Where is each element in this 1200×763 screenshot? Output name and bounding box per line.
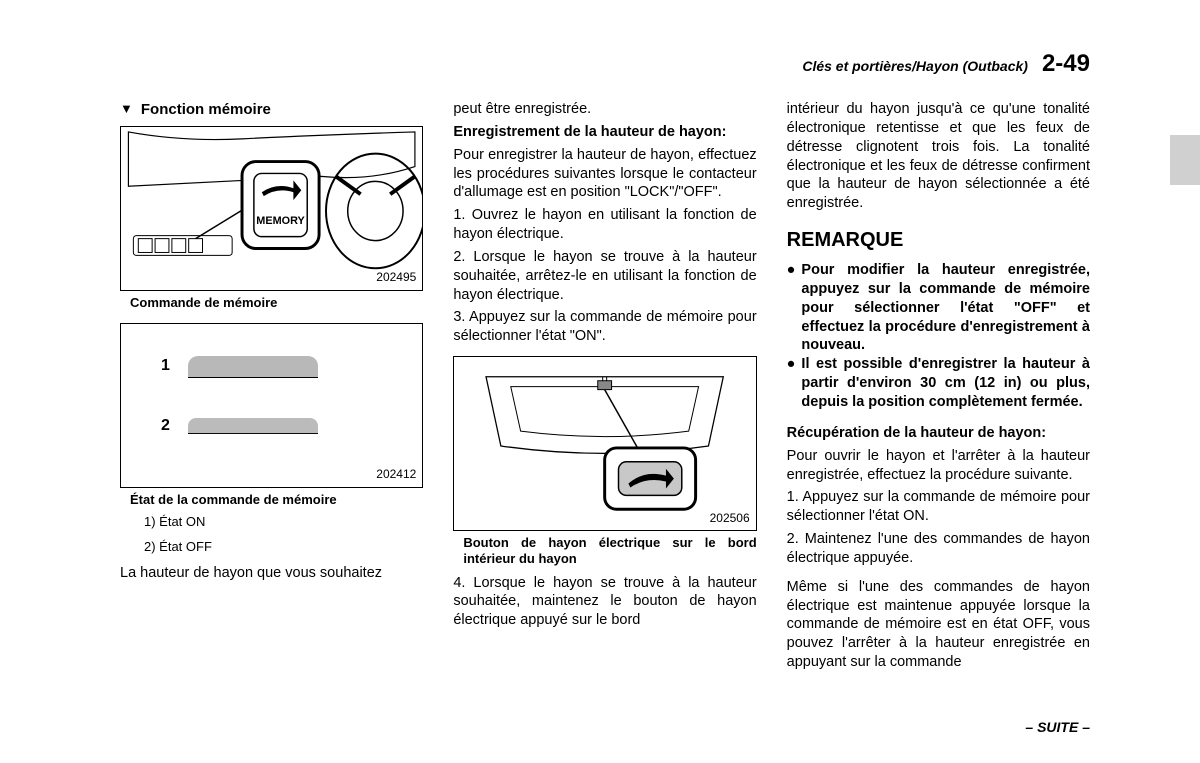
switch-state-on: 1 [161, 356, 318, 378]
content-columns: ▼ Fonction mémoire MEMORY 202 [120, 100, 1090, 720]
legend-item: 2) État OFF [144, 539, 423, 556]
toggle-off-icon [188, 418, 318, 434]
step-text: 3. Appuyez sur la commande de mémoire po… [453, 308, 756, 346]
breadcrumb: Clés et portières/Hayon (Outback) [802, 58, 1028, 74]
state-number: 1 [161, 356, 170, 377]
section-heading: ▼ Fonction mémoire [120, 100, 423, 120]
figure-switch-states: 1 2 202412 [120, 323, 423, 488]
bullet-item: ● Il est possible d'enregistrer la haute… [787, 355, 1090, 412]
paragraph-heading: Récupération de la hauteur de hayon: [787, 424, 1090, 443]
figure-caption: Bouton de hayon électrique sur le bord i… [463, 535, 756, 568]
page-header: Clés et portières/Hayon (Outback) 2-49 [802, 50, 1090, 78]
column-left: ▼ Fonction mémoire MEMORY 202 [120, 100, 423, 720]
body-text: Pour enregistrer la hauteur de hayon, ef… [453, 146, 756, 203]
bullet-text: Il est possible d'enregistrer la hauteur… [801, 355, 1090, 412]
step-text: 2. Maintenez l'une des commandes de hayo… [787, 530, 1090, 568]
figure-number: 202412 [376, 467, 416, 483]
figure-number: 202506 [710, 511, 750, 527]
body-text: Même si l'une des commandes de hayon éle… [787, 578, 1090, 672]
tailgate-illustration [454, 357, 755, 530]
bullet-item: ● Pour modifier la hauteur enregistrée, … [787, 261, 1090, 355]
body-text: La hauteur de hayon que vous souhaitez [120, 564, 423, 583]
page-number: 2-49 [1042, 50, 1090, 78]
figure-tailgate-button: 202506 [453, 356, 756, 531]
body-text: Pour ouvrir le hayon et l'arrêter à la h… [787, 447, 1090, 485]
note-heading: REMARQUE [787, 227, 1090, 253]
bullet-text: Pour modifier la hauteur enregistrée, ap… [801, 261, 1090, 355]
note-block: ● Pour modifier la hauteur enregistrée, … [787, 261, 1090, 412]
svg-text:MEMORY: MEMORY [256, 214, 305, 226]
dashboard-illustration: MEMORY [121, 127, 422, 290]
section-tab [1170, 135, 1200, 185]
bullet-dot-icon: ● [787, 355, 796, 412]
figure-memory-switch: MEMORY 202495 [120, 126, 423, 291]
step-text: 4. Lorsque le hayon se trouve à la haute… [453, 574, 756, 631]
state-number: 2 [161, 416, 170, 437]
figure-number: 202495 [376, 270, 416, 286]
legend-item: 1) État ON [144, 514, 423, 531]
marker-triangle-icon: ▼ [120, 101, 133, 118]
body-text: peut être enregistrée. [453, 100, 756, 119]
column-middle: peut être enregistrée. Enregistrement de… [453, 100, 756, 720]
step-text: 1. Appuyez sur la commande de mémoire po… [787, 488, 1090, 526]
figure-caption: État de la commande de mémoire [130, 492, 423, 508]
switch-state-off: 2 [161, 416, 318, 437]
step-text: 1. Ouvrez le hayon en utilisant la fonct… [453, 206, 756, 244]
bullet-dot-icon: ● [787, 261, 796, 355]
figure-caption: Commande de mémoire [130, 295, 423, 311]
continue-footer: – SUITE – [1025, 719, 1090, 735]
body-text: intérieur du hayon jusqu'à ce qu'une ton… [787, 100, 1090, 213]
section-title-text: Fonction mémoire [141, 100, 271, 120]
paragraph-heading: Enregistrement de la hauteur de hayon: [453, 123, 756, 142]
column-right: intérieur du hayon jusqu'à ce qu'une ton… [787, 100, 1090, 720]
step-text: 2. Lorsque le hayon se trouve à la haute… [453, 248, 756, 305]
toggle-on-icon [188, 356, 318, 378]
